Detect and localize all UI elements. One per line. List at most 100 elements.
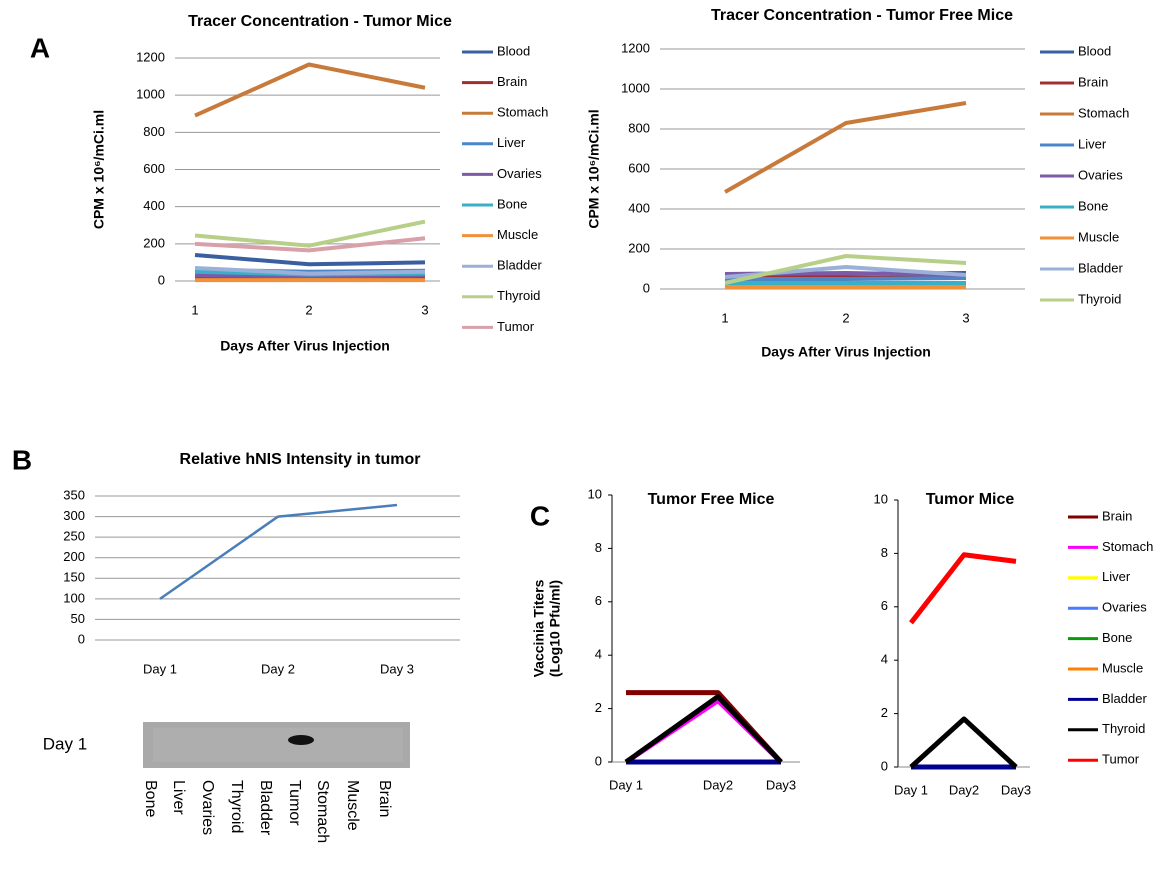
chart-title: Tracer Concentration - Tumor Free Mice — [711, 7, 1013, 24]
y-tick-label: 200 — [63, 549, 85, 564]
panel-label: A — [30, 32, 50, 63]
series-line — [724, 101, 967, 194]
series-line — [725, 276, 967, 281]
legend-label: Ovaries — [497, 166, 542, 181]
x-tick-label: Day2 — [703, 777, 733, 792]
y-tick-label: 1200 — [621, 40, 650, 55]
lane-label: Brain — [376, 780, 393, 817]
series-line — [194, 252, 426, 267]
lane-label: Muscle — [344, 780, 361, 831]
legend-label: Blood — [1078, 43, 1111, 58]
y-axis-label: (Log10 Pfu/ml) — [547, 580, 563, 677]
legend-label: Thyroid — [497, 288, 540, 303]
y-tick-label: 0 — [643, 280, 650, 295]
y-tick-label: 0 — [595, 753, 602, 768]
panel-label: C — [530, 500, 550, 531]
legend-label: Muscle — [497, 227, 538, 242]
legend-label: Liver — [497, 135, 526, 150]
legend-label: Bladder — [497, 258, 542, 273]
lane-label: Liver — [170, 780, 187, 815]
legend-label: Tumor — [1102, 752, 1140, 767]
y-tick-label: 1000 — [621, 80, 650, 95]
y-tick-label: 10 — [874, 491, 888, 506]
x-tick-label: Day 1 — [609, 777, 643, 792]
legend-label: Stomach — [497, 105, 548, 120]
x-tick-label: 3 — [962, 310, 969, 325]
legend-label: Ovaries — [1102, 600, 1147, 615]
panel-label: B — [12, 444, 32, 475]
y-tick-label: 350 — [63, 487, 85, 502]
y-tick-label: 1000 — [136, 87, 165, 102]
legend-label: Thyroid — [1102, 721, 1145, 736]
y-tick-label: 8 — [881, 545, 888, 560]
series-line — [626, 690, 783, 764]
legend-label: Liver — [1102, 569, 1131, 584]
legend-label: Bone — [497, 196, 527, 211]
series-line — [194, 62, 426, 118]
lane-label: Stomach — [314, 780, 331, 843]
y-tick-label: 6 — [595, 593, 602, 608]
lane-label: Thyroid — [228, 780, 245, 833]
lane-label: Bone — [142, 780, 159, 817]
legend-label: Tumor — [497, 319, 535, 334]
y-tick-label: 600 — [628, 160, 650, 175]
y-tick-label: 600 — [143, 161, 165, 176]
y-tick-label: 8 — [595, 540, 602, 555]
y-tick-label: 100 — [63, 590, 85, 605]
legend-label: Brain — [1078, 74, 1108, 89]
x-tick-label: Day 1 — [894, 782, 928, 797]
x-tick-label: Day3 — [766, 777, 796, 792]
y-tick-label: 800 — [143, 124, 165, 139]
x-axis-label: Days After Virus Injection — [220, 338, 390, 354]
y-axis-label: CPM x 10⁶/mCi.ml — [91, 110, 107, 229]
y-tick-label: 2 — [881, 705, 888, 720]
chart-title: Tumor Free Mice — [648, 491, 775, 508]
x-tick-label: 3 — [421, 302, 428, 317]
y-tick-label: 400 — [628, 200, 650, 215]
legend-label: Stomach — [1078, 105, 1129, 120]
chart-title: Tracer Concentration - Tumor Mice — [188, 13, 452, 30]
y-tick-label: 200 — [628, 240, 650, 255]
blot-texture — [153, 728, 403, 762]
x-tick-label: Day 2 — [261, 661, 295, 676]
legend-label: Bladder — [1078, 260, 1123, 275]
x-axis-label: Days After Virus Injection — [761, 344, 931, 360]
legend-label: Muscle — [1102, 660, 1143, 675]
legend-label: Ovaries — [1078, 167, 1123, 182]
y-tick-label: 4 — [881, 652, 888, 667]
chart-title: Relative hNIS Intensity in tumor — [180, 451, 421, 468]
series-line — [624, 694, 783, 765]
lane-label: Tumor — [286, 780, 303, 826]
legend-label: Brain — [1102, 508, 1132, 523]
y-tick-label: 10 — [588, 486, 602, 501]
chart-title: Tumor Mice — [926, 491, 1015, 508]
series-line — [194, 219, 426, 248]
y-tick-label: 1200 — [136, 49, 165, 64]
x-tick-label: 2 — [842, 310, 849, 325]
x-tick-label: Day3 — [1001, 782, 1031, 797]
y-tick-label: 200 — [143, 235, 165, 250]
x-tick-label: 1 — [191, 302, 198, 317]
y-axis-label: CPM x 10⁶/mCi.ml — [586, 109, 602, 228]
lane-label: Ovaries — [199, 780, 216, 835]
y-tick-label: 150 — [63, 570, 85, 585]
legend-label: Bone — [1102, 630, 1132, 645]
y-tick-label: 250 — [63, 529, 85, 544]
legend-label: Thyroid — [1078, 291, 1121, 306]
y-tick-label: 0 — [158, 272, 165, 287]
blot-band — [288, 735, 314, 745]
series-line — [909, 552, 1017, 625]
y-tick-label: 50 — [71, 611, 85, 626]
legend-label: Brain — [497, 74, 527, 89]
legend-label: Liver — [1078, 136, 1107, 151]
x-tick-label: Day 1 — [143, 661, 177, 676]
series-line — [194, 236, 426, 253]
series-line — [909, 716, 1018, 769]
y-tick-label: 4 — [595, 647, 602, 662]
lane-label: Bladder — [257, 780, 274, 836]
y-axis-label: Vaccinia Titers — [531, 579, 547, 677]
legend-label: Blood — [497, 43, 530, 58]
blot-row-label: Day 1 — [43, 734, 87, 753]
series-line — [159, 503, 398, 600]
